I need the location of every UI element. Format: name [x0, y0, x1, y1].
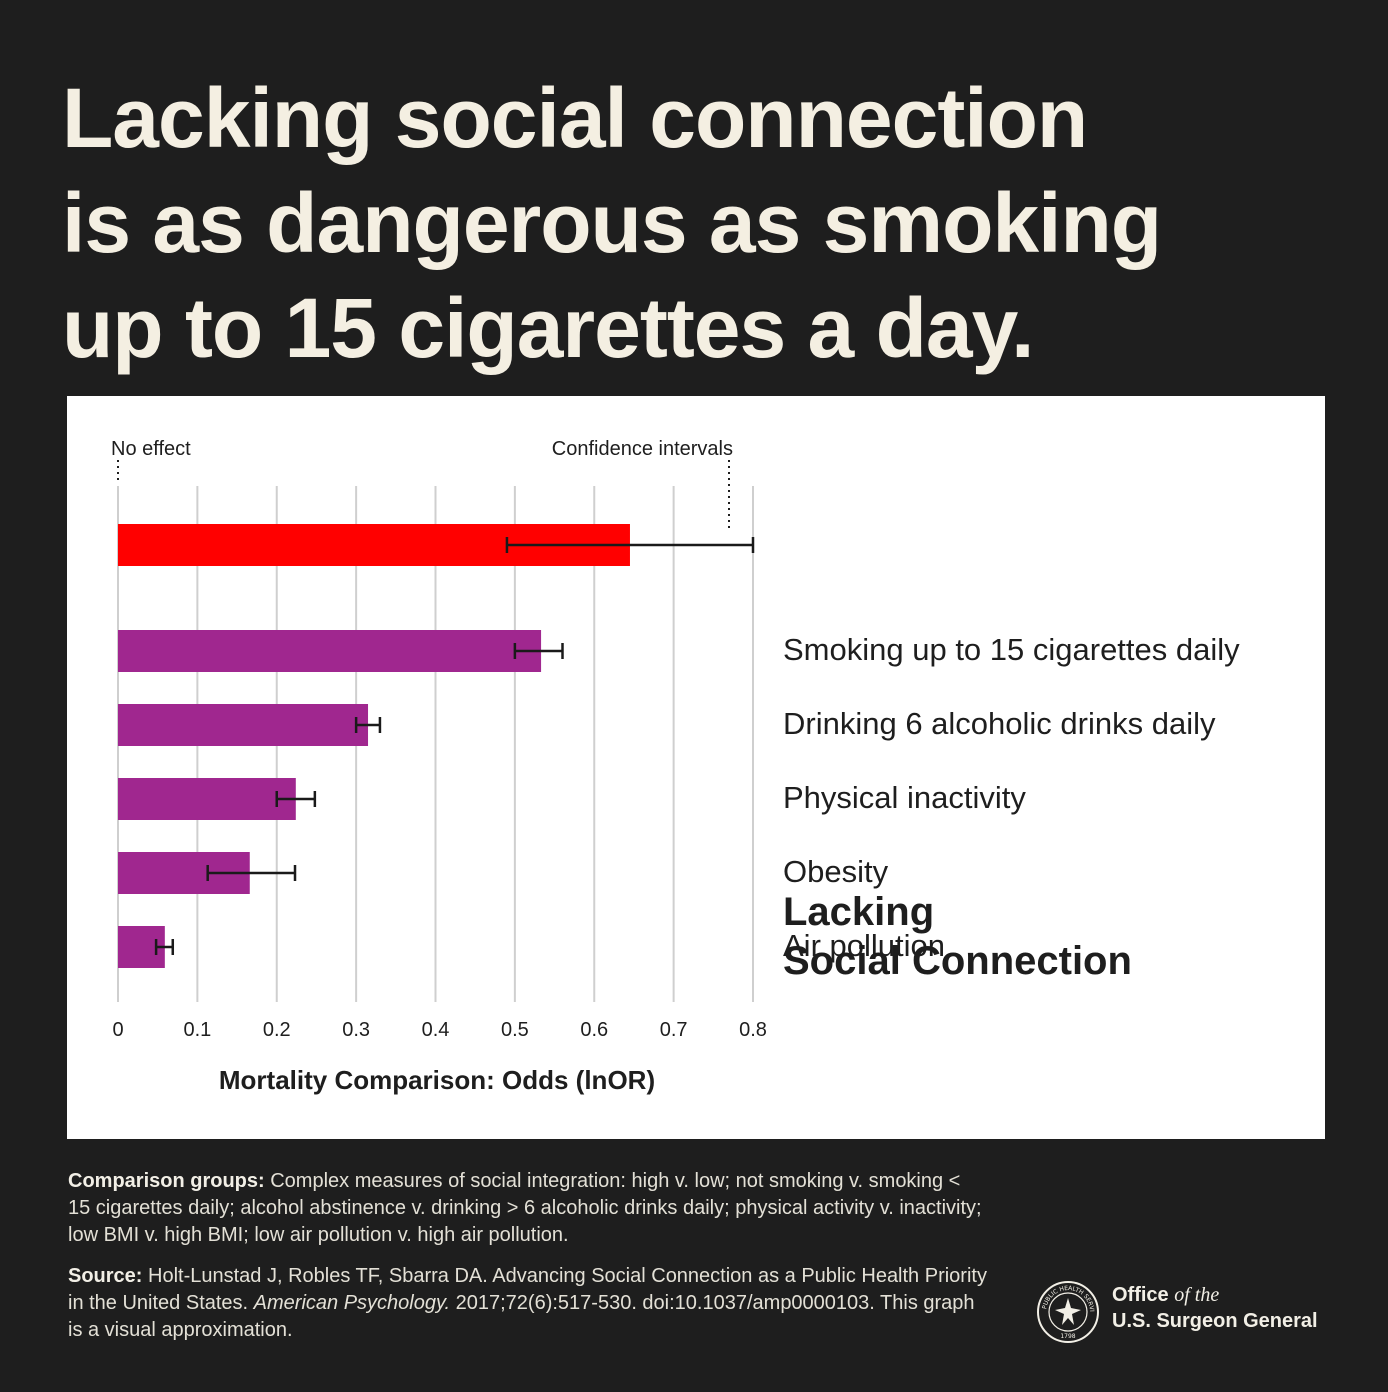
headline-line-2: is as dangerous as smoking [62, 176, 1162, 270]
x-tick-label-4: 0.4 [422, 1019, 450, 1041]
x-tick-label-5: 0.5 [501, 1019, 529, 1041]
category-label-obesity: Obesity [783, 854, 889, 889]
bar-1 [118, 630, 542, 672]
chart-panel: 0 0.1 0.2 0.3 0.4 0.5 0.6 0.7 0.8 Mortality Compa… [67, 396, 1325, 1139]
category-label-line-2: Social Connection [783, 939, 1132, 983]
x-axis-label: Mortality Comparison: Odds (lnOR) [219, 1065, 655, 1095]
bar-3 [118, 778, 296, 820]
footnotes: Comparison groups: Complex measures of s… [68, 1168, 988, 1358]
source-text-2: 2017;72(6):517-530. doi:10.1037/amp00001… [68, 1292, 975, 1341]
category-label-air-pollution: Air pollution [783, 928, 945, 963]
surgeon-general-logo: PUBLIC HEALTH SERVICE 1798 Office of the… [1036, 1280, 1336, 1344]
bar-2 [118, 704, 369, 746]
headline: Lacking social connection is as dangerou… [62, 66, 1352, 381]
svg-text:1798: 1798 [1060, 1333, 1075, 1340]
headline-line-3: up to 15 cigarettes a day. [62, 281, 1034, 375]
annotation-no-effect: No effect [111, 438, 191, 460]
category-label-lacking-social-connection: Lacking Social Connection [783, 888, 1132, 986]
headline-line-1: Lacking social connection [62, 71, 1088, 165]
logo-line-1: Office of the [1112, 1284, 1219, 1306]
source-note: Source: Holt-Lunstad J, Robles TF, Sbarr… [68, 1263, 988, 1344]
x-tick-label-6: 0.6 [580, 1019, 608, 1041]
x-tick-label-3: 0.3 [342, 1019, 370, 1041]
comparison-groups-text: Complex measures of social integration: … [68, 1170, 982, 1246]
category-label-line-1: Lacking [783, 890, 935, 934]
category-label-smoking: Smoking up to 15 cigarettes daily [783, 632, 1240, 667]
x-tick-label-2: 0.2 [263, 1019, 291, 1041]
public-health-service-seal-icon: PUBLIC HEALTH SERVICE 1798 [1036, 1280, 1099, 1343]
x-tick-label-1: 0.1 [183, 1019, 211, 1041]
bar-chart: 0 0.1 0.2 0.3 0.4 0.5 0.6 0.7 0.8 Mortality Compa… [111, 438, 767, 1095]
comparison-groups-note: Comparison groups: Complex measures of s… [68, 1168, 988, 1249]
comparison-groups-label: Comparison groups: [68, 1170, 265, 1192]
logo-office: Office [1112, 1284, 1169, 1306]
annotation-confidence-intervals: Confidence intervals [552, 438, 733, 460]
logo-text: Office of the U.S. Surgeon General [1112, 1282, 1318, 1334]
x-tick-label-0: 0 [112, 1019, 123, 1041]
category-label-physical-inactivity: Physical inactivity [783, 780, 1026, 815]
source-label: Source: [68, 1265, 143, 1287]
category-label-drinking: Drinking 6 alcoholic drinks daily [783, 706, 1216, 741]
x-tick-label-8: 0.8 [739, 1019, 767, 1041]
x-tick-label-7: 0.7 [660, 1019, 688, 1041]
logo-name: U.S. Surgeon General [1112, 1310, 1318, 1332]
logo-of-the: of the [1174, 1284, 1220, 1306]
source-journal: American Psychology. [253, 1292, 451, 1314]
source-text-1: Holt-Lunstad J, Robles TF, Sbarra DA. Ad… [68, 1265, 987, 1314]
